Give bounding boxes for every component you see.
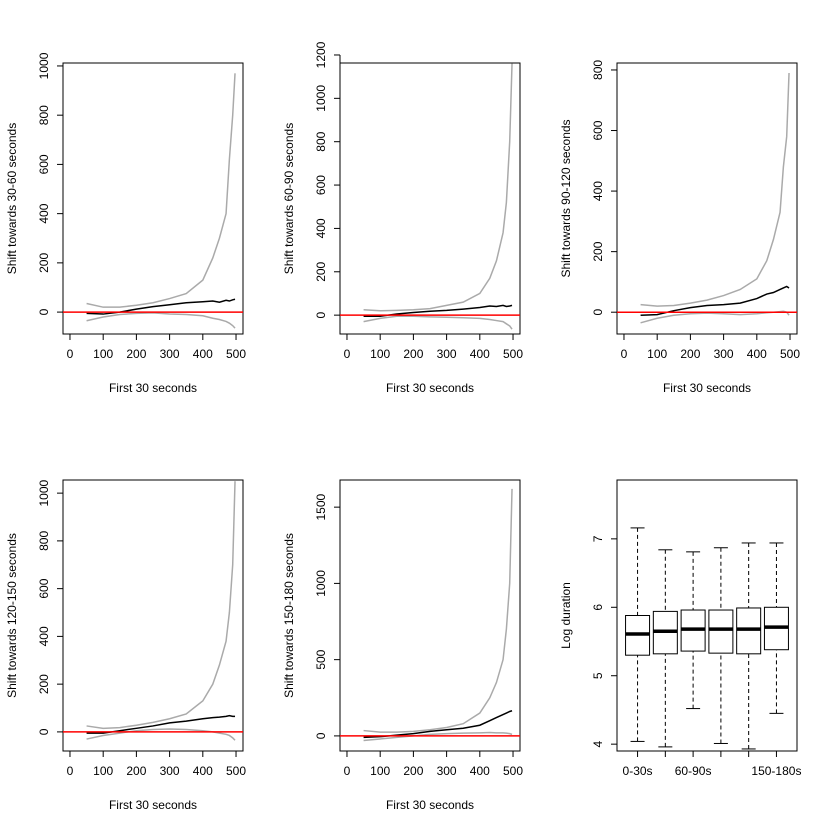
x-tick-label: 400 bbox=[470, 347, 490, 361]
y-axis-label: Shift towards 30-60 seconds bbox=[5, 123, 19, 274]
x-tick-label: 100 bbox=[370, 347, 390, 361]
x-tick-label: 0 bbox=[344, 764, 351, 778]
y-tick-label: 200 bbox=[37, 253, 51, 273]
x-tick-label: 0-30s bbox=[623, 764, 653, 778]
series-line bbox=[363, 315, 513, 330]
series-line bbox=[363, 710, 513, 739]
series-line bbox=[86, 728, 236, 741]
y-tick-label: 1200 bbox=[314, 41, 328, 68]
series-line bbox=[363, 731, 513, 742]
x-tick-label: 300 bbox=[437, 347, 457, 361]
y-tick-label: 6 bbox=[591, 604, 605, 611]
series-line bbox=[363, 488, 513, 733]
x-tick-label: 200 bbox=[126, 764, 146, 778]
x-tick-label: 300 bbox=[437, 764, 457, 778]
y-tick-label: 800 bbox=[314, 131, 328, 151]
y-tick-label: 600 bbox=[37, 154, 51, 174]
y-axis-label: Shift towards 90-120 seconds bbox=[559, 119, 573, 277]
y-tick-label: 1000 bbox=[37, 479, 51, 506]
plot-frame bbox=[339, 479, 521, 752]
plot-frame bbox=[62, 479, 244, 752]
y-tick-label: 0 bbox=[591, 309, 605, 316]
x-tick-label: 500 bbox=[503, 347, 523, 361]
series-line bbox=[640, 310, 790, 324]
x-tick-label: 500 bbox=[226, 347, 246, 361]
x-axis-label: First 30 seconds bbox=[386, 798, 474, 812]
y-axis-label: Shift towards 60-90 seconds bbox=[282, 123, 296, 274]
x-tick-label: 60-90s bbox=[675, 764, 712, 778]
y-tick-label: 4 bbox=[591, 741, 605, 748]
plot-frame bbox=[339, 62, 521, 335]
x-tick-label: 0 bbox=[67, 347, 74, 361]
x-tick-label: 500 bbox=[226, 764, 246, 778]
x-tick-label: 200 bbox=[680, 347, 700, 361]
x-tick-label: 100 bbox=[93, 764, 113, 778]
plot-frame bbox=[62, 62, 244, 335]
x-axis-label: First 30 seconds bbox=[109, 381, 197, 395]
y-axis-label: Log duration bbox=[559, 582, 573, 649]
x-tick-label: 400 bbox=[193, 347, 213, 361]
series-line bbox=[86, 312, 236, 329]
series-line bbox=[86, 481, 236, 730]
x-tick-label: 300 bbox=[714, 347, 734, 361]
y-tick-label: 0 bbox=[37, 728, 51, 735]
box bbox=[708, 609, 734, 654]
x-tick-label: 500 bbox=[503, 764, 523, 778]
x-tick-label: 400 bbox=[470, 764, 490, 778]
x-tick-label: 100 bbox=[93, 347, 113, 361]
series-line bbox=[86, 73, 236, 308]
x-tick-label: 150-180s bbox=[751, 764, 801, 778]
x-tick-label: 400 bbox=[193, 764, 213, 778]
x-tick-label: 200 bbox=[403, 347, 423, 361]
y-tick-label: 600 bbox=[591, 120, 605, 140]
x-tick-label: 200 bbox=[126, 347, 146, 361]
y-axis-label: Shift towards 150-180 seconds bbox=[282, 533, 296, 698]
y-tick-label: 600 bbox=[314, 175, 328, 195]
y-tick-label: 200 bbox=[314, 261, 328, 281]
series-line bbox=[363, 304, 513, 317]
y-tick-label: 1000 bbox=[37, 52, 51, 79]
y-tick-label: 200 bbox=[591, 241, 605, 261]
y-axis-label: Shift towards 120-150 seconds bbox=[5, 533, 19, 698]
x-tick-label: 100 bbox=[370, 764, 390, 778]
x-axis-label: First 30 seconds bbox=[386, 381, 474, 395]
x-tick-label: 300 bbox=[160, 764, 180, 778]
x-tick-label: 0 bbox=[344, 347, 351, 361]
x-tick-label: 0 bbox=[621, 347, 628, 361]
y-tick-label: 1000 bbox=[314, 85, 328, 112]
x-tick-label: 400 bbox=[747, 347, 767, 361]
y-tick-label: 400 bbox=[37, 626, 51, 646]
x-tick-label: 200 bbox=[403, 764, 423, 778]
y-tick-label: 5 bbox=[591, 672, 605, 679]
y-tick-label: 500 bbox=[314, 649, 328, 669]
y-tick-label: 600 bbox=[37, 578, 51, 598]
series-line bbox=[640, 72, 790, 307]
x-tick-label: 0 bbox=[67, 764, 74, 778]
y-tick-label: 400 bbox=[37, 203, 51, 223]
y-tick-label: 1000 bbox=[314, 570, 328, 597]
y-tick-label: 800 bbox=[37, 531, 51, 551]
x-tick-label: 300 bbox=[160, 347, 180, 361]
y-tick-label: 1500 bbox=[314, 493, 328, 520]
y-tick-label: 0 bbox=[314, 732, 328, 739]
x-tick-label: 500 bbox=[780, 347, 800, 361]
y-tick-label: 800 bbox=[591, 60, 605, 80]
y-tick-label: 400 bbox=[591, 181, 605, 201]
y-tick-label: 400 bbox=[314, 218, 328, 238]
series-line bbox=[363, 63, 513, 312]
y-tick-label: 0 bbox=[314, 311, 328, 318]
y-tick-label: 800 bbox=[37, 105, 51, 125]
y-tick-label: 7 bbox=[591, 535, 605, 542]
series-line bbox=[86, 714, 236, 734]
y-tick-label: 0 bbox=[37, 308, 51, 315]
y-tick-label: 200 bbox=[37, 674, 51, 694]
x-axis-label: First 30 seconds bbox=[663, 381, 751, 395]
x-tick-label: 100 bbox=[647, 347, 667, 361]
series-line bbox=[640, 285, 790, 316]
x-axis-label: First 30 seconds bbox=[109, 798, 197, 812]
